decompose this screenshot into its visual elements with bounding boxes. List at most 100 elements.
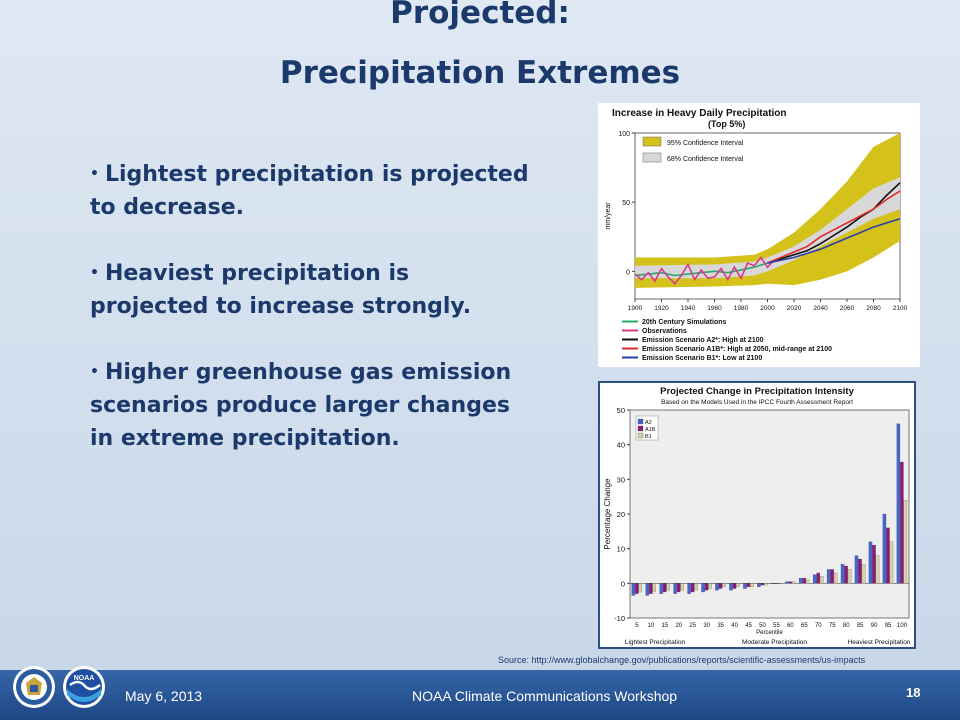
chart2-xtick-label: 90 (871, 623, 878, 629)
chart1-band-legend-label: 95% Confidence Interval (667, 140, 744, 147)
chart1-xtick-label: 2060 (840, 305, 855, 312)
slide-number: 18 (906, 685, 921, 700)
chart2-bar-a2 (868, 541, 873, 584)
heavy-precip-chart: Increase in Heavy Daily Precipitation (To… (598, 103, 920, 367)
chart2-xtick-label: 70 (815, 623, 822, 629)
footer-date: May 6, 2013 (125, 688, 203, 704)
chart2-bar-a2 (799, 578, 803, 584)
chart2-ytick-label: 20 (617, 510, 625, 519)
chart2-bar-a2 (812, 574, 817, 584)
chart2-bar-b1 (764, 583, 768, 586)
bullet-list: • Lightest precipitation is projected to … (90, 158, 530, 488)
chart2-bar-a1b (830, 569, 834, 584)
chart2-bar-a1b (676, 583, 681, 593)
chart2-bar-a1b (732, 583, 737, 589)
chart2-bar-a2 (659, 583, 663, 594)
chart1-band-legend-label: 68% Confidence Interval (667, 156, 744, 163)
chart2-xtick-label: 50 (759, 623, 766, 629)
chart2-bar-a2 (840, 564, 845, 584)
bullet-dot-icon: • (90, 265, 99, 281)
chart2-bar-a1b (649, 583, 653, 594)
chart2-bar-a1b (900, 461, 904, 584)
chart2-bar-b1 (806, 579, 810, 584)
chart2-bar-a2 (826, 569, 831, 584)
chart2-xtick-label: 100 (897, 623, 908, 629)
chart2-bar-a1b (663, 583, 667, 593)
chart2-bar-a1b (704, 583, 709, 591)
chart2-bar-a2 (757, 583, 761, 587)
footer-bar: May 6, 2013 NOAA Climate Communications … (0, 670, 960, 720)
chart1-xtick-label: 2020 (787, 305, 802, 312)
chart1-xtick-label: 1920 (654, 305, 669, 312)
chart1-ytick-label: 50 (622, 200, 630, 207)
chart2-bar-a1b (760, 583, 765, 586)
chart1-xtick-label: 1960 (707, 305, 722, 312)
chart2-bar-a1b (746, 583, 751, 587)
chart2-bar-a2 (729, 583, 733, 591)
chart2-xtick-label: 95 (885, 623, 892, 629)
chart2-legend-label: A2 (645, 420, 652, 426)
chart2-bar-a2 (785, 581, 789, 584)
footer-event: NOAA Climate Communications Workshop (412, 688, 678, 704)
chart2-legend-label: B1 (645, 434, 652, 440)
bullet-dot-icon: • (90, 364, 99, 380)
chart1-ylabel: mm/year (605, 202, 612, 230)
chart1-legend-label: Emission Scenario A1B*: High at 2050, mi… (642, 346, 832, 353)
slide-title-line2: Precipitation Extremes (279, 55, 681, 91)
chart2-bar-b1 (847, 569, 852, 584)
source-citation: Source: http://www.globalchange.gov/publ… (498, 655, 866, 665)
chart2-plot-area (629, 409, 910, 619)
chart2-bar-a2 (645, 583, 649, 596)
chart2-ytick-label: 40 (617, 441, 625, 450)
chart1-band-legend-swatch (642, 152, 662, 163)
chart2-bar-b1 (638, 583, 643, 593)
precip-intensity-chart: Projected Change in Precipitation Intens… (598, 381, 916, 649)
chart2-xtick-label: 35 (717, 623, 724, 629)
chart2-xtick-label: 20 (675, 623, 682, 629)
doc-seal-icon (13, 666, 55, 708)
chart2-bar-a1b (886, 527, 890, 584)
chart2-ytick-label: 30 (617, 475, 625, 484)
chart2-bar-b1 (736, 583, 740, 587)
chart2-bar-a2 (701, 583, 705, 593)
chart2-bar-b1 (792, 581, 796, 584)
chart2-bar-b1 (903, 500, 908, 584)
chart2-bar-a2 (882, 513, 887, 584)
chart2-bar-b1 (680, 583, 684, 591)
chart2-ytick-label: 50 (617, 406, 625, 415)
chart2-bar-b1 (652, 583, 656, 593)
chart2-bar-a2 (896, 423, 901, 584)
chart2-bar-a2 (673, 583, 677, 594)
chart2-bar-b1 (694, 583, 698, 591)
chart2-bar-a1b (872, 545, 876, 584)
noaa-logo-icon: NOAA (63, 666, 105, 708)
chart2-bar-a1b (788, 581, 792, 584)
chart2-bar-a2 (771, 583, 775, 584)
chart2-bar-a1b (690, 583, 695, 593)
chart1-series-4 (767, 218, 901, 264)
chart2-xtick-label: 75 (829, 623, 836, 629)
chart2-title: Projected Change in Precipitation Intens… (660, 386, 854, 397)
chart2-xtick-label: 15 (662, 623, 669, 629)
chart2-bar-a1b (774, 583, 779, 584)
chart2-legend-swatch (637, 418, 644, 425)
chart2-xtick-label: 30 (703, 623, 710, 629)
chart1-band-95 (635, 133, 900, 288)
chart1-xtick-label: 2100 (893, 305, 908, 312)
chart1-series-3 (767, 190, 901, 264)
chart2-bar-b1 (861, 564, 866, 584)
chart2-bar-b1 (819, 576, 824, 584)
chart1-xtick-label: 1940 (681, 305, 696, 312)
chart2-subtitle: Based on the Models Used in the IPCC Fou… (661, 399, 853, 406)
chart2-xtick-label: 80 (843, 623, 850, 629)
chart2-legend-label: A1B (645, 427, 656, 433)
chart1-legend-label: Emission Scenario A2*: High at 2100 (642, 337, 764, 344)
chart2-bar-a1b (844, 565, 848, 584)
chart1-legend-label: Observations (642, 328, 687, 335)
chart2-bar-a1b (858, 558, 862, 584)
chart2-bar-a2 (687, 583, 691, 594)
chart2-xtick-label: 45 (745, 623, 752, 629)
chart1-legend-label: Emission Scenario B1*: Low at 2100 (642, 355, 762, 362)
heavy-precip-chart-svg: Increase in Heavy Daily Precipitation(To… (605, 108, 908, 362)
chart2-bar-b1 (750, 583, 754, 587)
